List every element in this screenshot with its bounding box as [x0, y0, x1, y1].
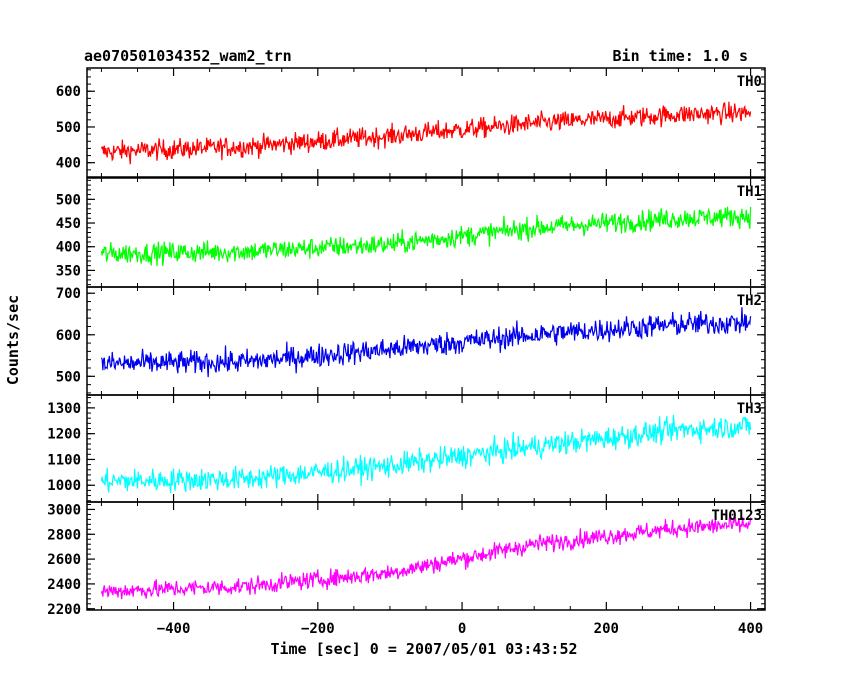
y-tick-label: 2400	[47, 577, 81, 593]
panel-th1: 350 400 450 500 TH1	[56, 177, 766, 288]
panel-th2: 500 600 700 TH2	[56, 286, 766, 396]
y-tick-label: 700	[56, 286, 81, 302]
series-label-th0123: TH0123	[711, 508, 762, 524]
panel-th3: 1000 1100 1200 1300 TH3	[47, 394, 766, 503]
series-label-th0: TH0	[737, 74, 762, 90]
x-tick-label: 400	[738, 621, 763, 637]
panel-th0: 400 500 600 TH0	[56, 67, 766, 178]
series-label-th3: TH3	[737, 401, 762, 417]
y-tick-label: 500	[56, 369, 81, 385]
series-line-th1	[100, 206, 752, 267]
series-line-th0123	[100, 513, 752, 600]
y-axis-label: Counts/sec	[4, 295, 22, 385]
series-line-th2	[100, 307, 752, 378]
y-tick-label: 450	[56, 216, 81, 232]
y-tick-label: 600	[56, 328, 81, 344]
x-tick-label: −400	[157, 621, 191, 637]
series-line-th3	[100, 414, 752, 494]
panel-frame	[86, 394, 766, 503]
panel-th0123: 2200 2400 2600 2800 3000 TH0123 −400 −200 0 200 40…	[47, 501, 766, 637]
series-line-th0	[100, 101, 752, 165]
panel-frame	[86, 286, 766, 396]
y-tick-label: 350	[56, 263, 81, 279]
y-tick-label: 400	[56, 240, 81, 256]
chart-title-right: Bin time: 1.0 s	[613, 47, 748, 65]
panels-group: 400 500 600 TH0 350 400 450 500 TH1 500 600 700 TH2 1…	[47, 67, 766, 637]
y-tick-label: 500	[56, 192, 81, 208]
y-tick-label: 400	[56, 156, 81, 172]
y-tick-label: 3000	[47, 502, 81, 518]
y-tick-label: 600	[56, 84, 81, 100]
y-tick-label: 1000	[47, 478, 81, 494]
x-tick-label: −200	[301, 621, 335, 637]
x-axis-label: Time [sec] 0 = 2007/05/01 03:43:52	[270, 640, 577, 658]
y-tick-label: 1100	[47, 452, 81, 468]
chart-title-left: ae070501034352_wam2_trn	[84, 47, 292, 65]
x-tick-label: 0	[458, 621, 466, 637]
panel-frame	[86, 177, 766, 288]
y-tick-label: 2600	[47, 552, 81, 568]
x-tick-label: 200	[594, 621, 619, 637]
y-tick-label: 500	[56, 120, 81, 136]
y-tick-label: 1300	[47, 401, 81, 417]
series-label-th2: TH2	[737, 293, 762, 309]
panel-frame	[86, 501, 766, 611]
y-tick-label: 2800	[47, 527, 81, 543]
series-label-th1: TH1	[737, 184, 762, 200]
y-tick-label: 2200	[47, 602, 81, 618]
y-tick-label: 1200	[47, 427, 81, 443]
panel-frame	[86, 67, 766, 178]
